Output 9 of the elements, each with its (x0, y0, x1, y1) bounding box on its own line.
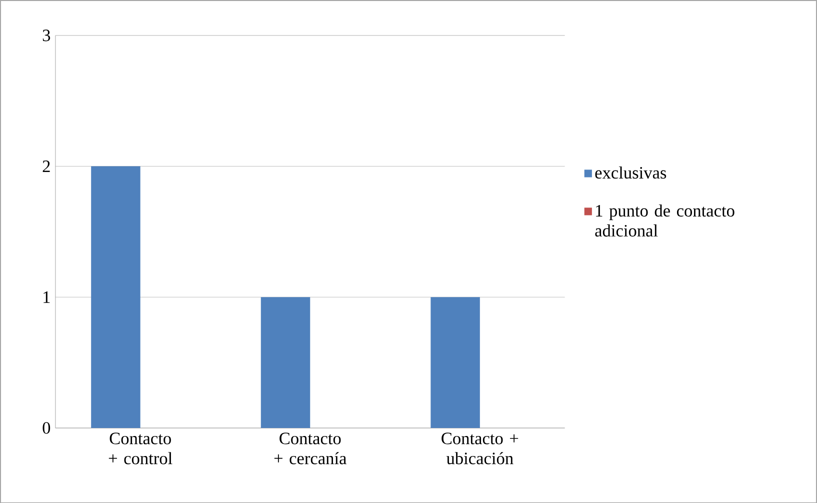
x-tick-label: Contacto + ubicación (442, 432, 518, 464)
y-tick-label: 1 (44, 291, 50, 303)
y-tick-label: 0 (42, 422, 50, 434)
x-tick-label: Contacto + control (108, 432, 172, 464)
legend-label: 1 punto de contacto adicional (595, 204, 734, 236)
y-tick-label: 2 (42, 160, 50, 172)
legend-label: exclusivas (595, 166, 666, 178)
y-tick-label: 3 (42, 29, 50, 42)
x-tick-label: Contacto + cercanía (274, 432, 346, 464)
